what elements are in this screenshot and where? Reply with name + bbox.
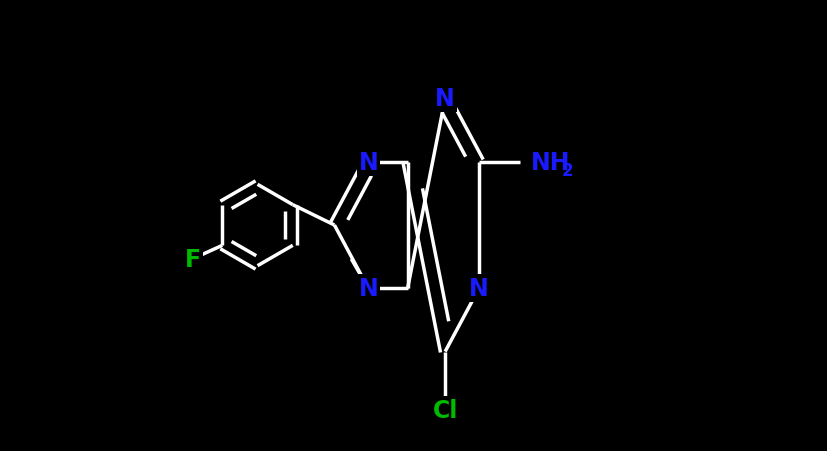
Text: NH: NH bbox=[531, 150, 571, 175]
Text: N: N bbox=[358, 276, 378, 301]
Text: Cl: Cl bbox=[433, 398, 458, 423]
Text: 2: 2 bbox=[562, 161, 573, 179]
Text: N: N bbox=[469, 276, 489, 301]
Text: F: F bbox=[185, 247, 201, 272]
Text: N: N bbox=[358, 150, 378, 175]
Text: N: N bbox=[435, 87, 455, 111]
